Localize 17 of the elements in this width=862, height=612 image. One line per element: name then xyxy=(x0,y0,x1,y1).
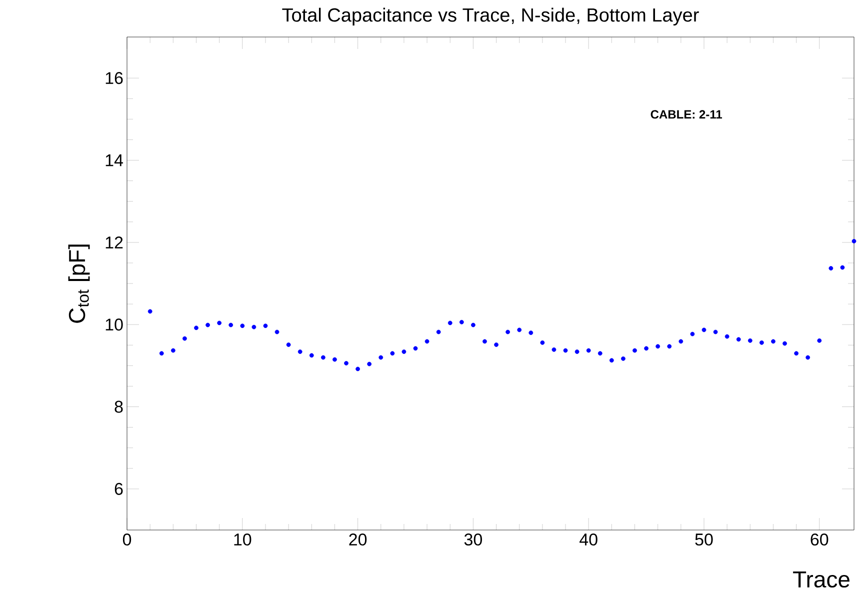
annotation: CABLE: 2-11 xyxy=(650,110,722,119)
y-tick-label: 16 xyxy=(106,72,123,84)
x-tick-label: 50 xyxy=(695,534,713,546)
y-tick-label: 6 xyxy=(114,482,123,495)
y-tick-label: 14 xyxy=(106,154,123,166)
x-tick-label: 40 xyxy=(580,534,598,546)
x-tick-label: 20 xyxy=(349,534,367,546)
y-tick-label: 12 xyxy=(106,236,123,248)
y-tick-label: 8 xyxy=(114,400,123,413)
x-tick-label: 60 xyxy=(810,534,828,546)
x-tick-label: 10 xyxy=(234,534,252,546)
y-tick-label: 10 xyxy=(106,318,123,331)
x-tick-label: 30 xyxy=(464,534,482,546)
x-tick-label: 0 xyxy=(122,534,132,546)
x-axis-title: Trace xyxy=(793,572,850,588)
chart-title: Total Capacitance vs Trace, N-side, Bottom Layer xyxy=(282,8,699,26)
y-axis-title: C$_{tot}$ [pF] xyxy=(68,244,90,323)
